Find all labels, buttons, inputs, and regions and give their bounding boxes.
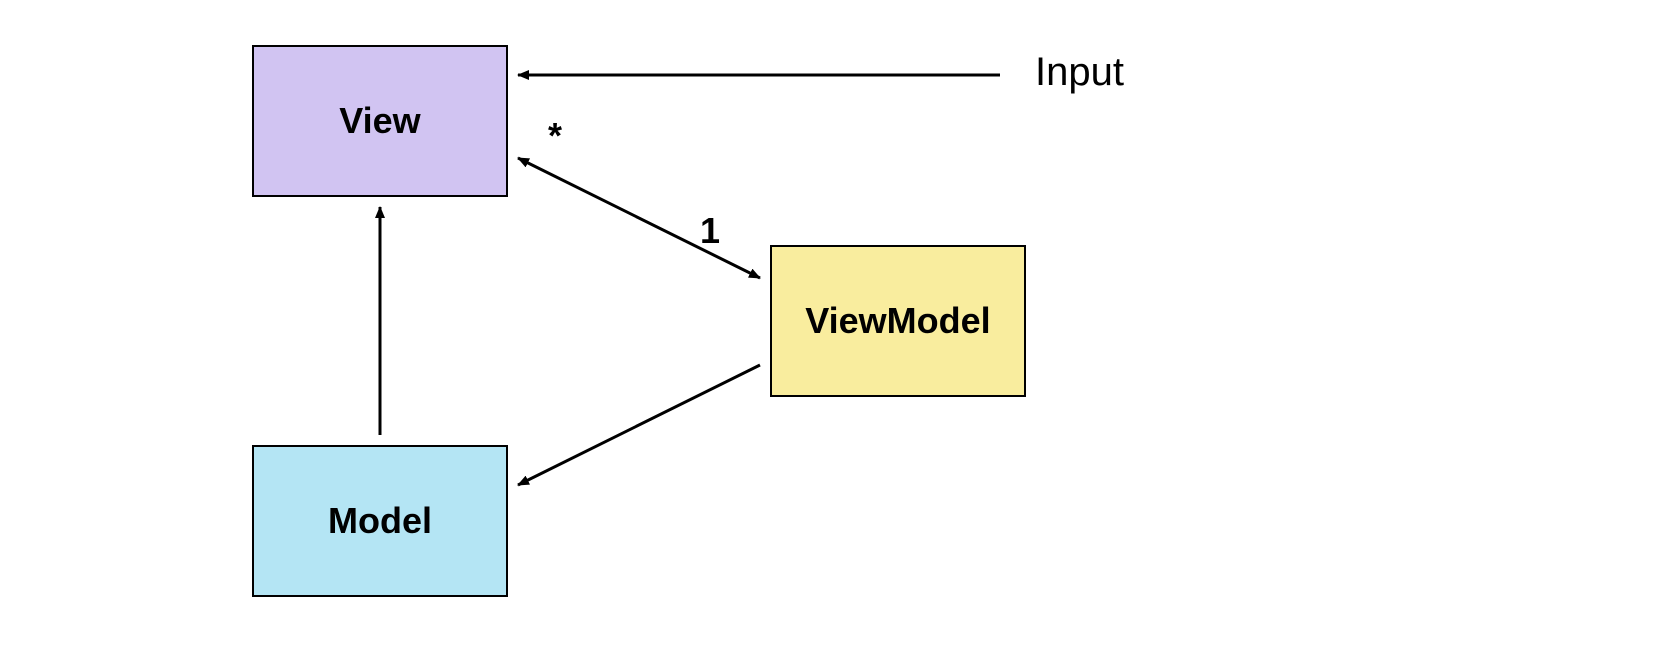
diagram-canvas: View Model ViewModel Input * 1 bbox=[0, 0, 1671, 667]
node-view: View bbox=[252, 45, 508, 197]
node-model: Model bbox=[252, 445, 508, 597]
node-viewmodel-label: ViewModel bbox=[805, 300, 990, 342]
input-label: Input bbox=[1035, 50, 1124, 95]
edge-2 bbox=[518, 365, 760, 485]
node-view-label: View bbox=[339, 100, 420, 142]
node-viewmodel: ViewModel bbox=[770, 245, 1026, 397]
multiplicity-star-label: * bbox=[548, 115, 562, 157]
node-model-label: Model bbox=[328, 500, 432, 542]
edge-1 bbox=[518, 158, 760, 278]
multiplicity-one-label: 1 bbox=[700, 210, 720, 252]
